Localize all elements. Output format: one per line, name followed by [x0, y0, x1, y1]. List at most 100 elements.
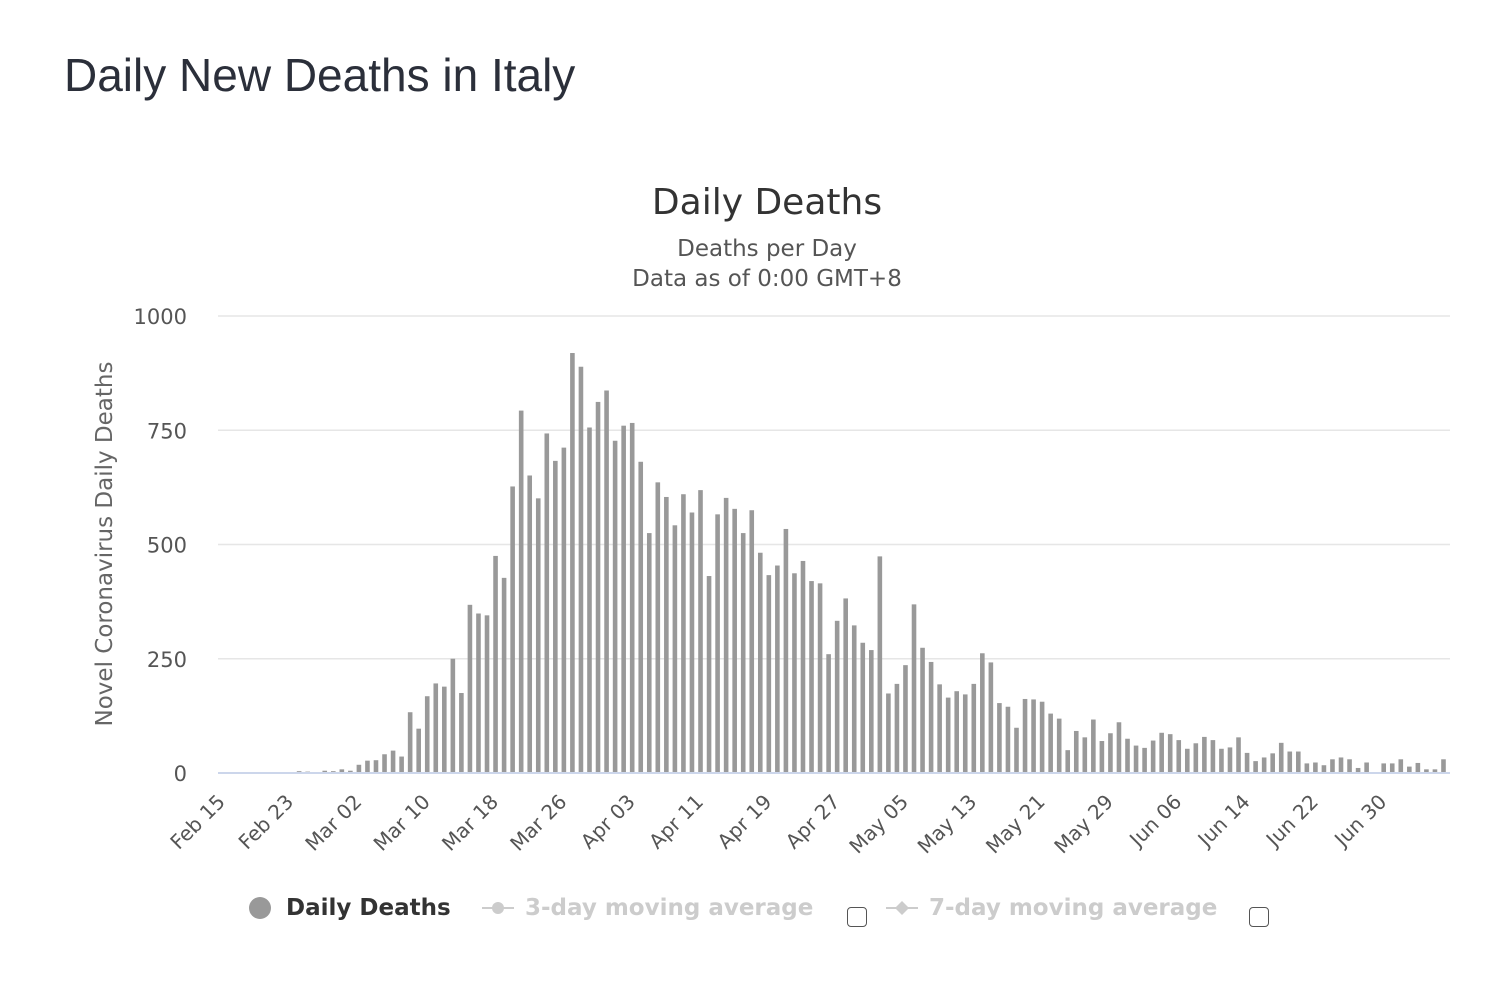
bar [962, 694, 968, 773]
bar [416, 728, 421, 773]
legend-item-7-day-average[interactable]: 7-day moving average [886, 895, 1217, 921]
bar [945, 697, 951, 773]
bar [1082, 737, 1088, 773]
bar [484, 615, 490, 773]
bar [612, 440, 618, 773]
bar [1244, 752, 1250, 773]
bar [561, 447, 567, 773]
grid-lines [218, 315, 1450, 660]
bar [356, 764, 362, 773]
bar [1099, 741, 1105, 773]
bar [1441, 759, 1446, 773]
bar [971, 683, 977, 773]
bar [646, 533, 652, 773]
bar [339, 769, 345, 773]
x-tick-label: Feb 15 [165, 790, 230, 855]
bar [433, 683, 439, 773]
x-tick-label: Apr 19 [712, 790, 776, 854]
x-tick-label: Jun 14 [1192, 790, 1255, 853]
bar [655, 482, 661, 773]
bar [1321, 765, 1327, 773]
bar [459, 693, 464, 773]
bar [723, 497, 729, 773]
bar [322, 770, 328, 773]
bar [527, 475, 533, 773]
legend-label-3-day-average: 3-day moving average [525, 895, 814, 921]
bar [1202, 736, 1207, 773]
x-axis-ticks: Feb 15 Feb 23 Mar 02 Mar 10 Mar 18 Mar 26 Apr … [165, 790, 1391, 859]
bar [826, 654, 831, 773]
legend-checkbox-7-day[interactable] [1249, 907, 1269, 927]
bar [851, 625, 857, 773]
y-tick-label: 500 [147, 534, 187, 558]
bar [442, 686, 447, 773]
x-tick-label: Jun 06 [1123, 790, 1186, 853]
bar [843, 598, 848, 773]
bar [518, 410, 524, 773]
chart-title: Daily Deaths [652, 182, 882, 223]
bar [757, 552, 763, 773]
x-tick-label: Mar 26 [505, 790, 571, 856]
bar [450, 658, 456, 773]
bar [1142, 747, 1147, 773]
bars [218, 353, 1450, 774]
bar [1304, 763, 1310, 773]
bar [1364, 762, 1369, 773]
bar [510, 486, 515, 773]
bar [578, 366, 584, 773]
bar [1261, 757, 1267, 773]
bar [1355, 767, 1361, 773]
bar [783, 528, 789, 773]
bar [1415, 762, 1421, 773]
bar [1176, 740, 1182, 773]
bar [595, 401, 601, 773]
x-tick-label: Mar 02 [300, 790, 366, 856]
bar [390, 750, 396, 773]
x-tick-label: Feb 23 [234, 790, 299, 855]
y-axis-title: Novel Coronavirus Daily Deaths [92, 362, 118, 727]
legend-item-daily-deaths[interactable]: Daily Deaths [248, 895, 451, 921]
bar [664, 496, 669, 773]
bar [1073, 730, 1079, 773]
bar [997, 703, 1002, 773]
legend-checkbox-3-day[interactable] [847, 907, 867, 927]
bar [1389, 763, 1395, 773]
bar [1065, 750, 1071, 773]
bar [604, 390, 609, 773]
bar [1347, 759, 1352, 773]
bar [544, 433, 550, 773]
legend-item-3-day-average[interactable]: 3-day moving average [482, 895, 813, 921]
legend-label-7-day-average: 7-day moving average [929, 895, 1218, 921]
x-tick-label: Apr 03 [576, 790, 640, 854]
bar [886, 693, 891, 773]
bar [1039, 701, 1045, 773]
line-circle-icon [482, 902, 514, 914]
bar [1381, 763, 1387, 773]
bar [399, 756, 404, 773]
bar [365, 760, 370, 773]
bar [1432, 769, 1438, 773]
bar [1125, 738, 1130, 773]
x-tick-label: Mar 10 [369, 790, 435, 856]
bar [1236, 737, 1241, 773]
bar [1159, 732, 1164, 773]
bar [937, 684, 942, 773]
x-tick-label: Mar 18 [437, 790, 503, 856]
x-tick-label: Apr 11 [644, 790, 708, 854]
bar [493, 555, 498, 773]
page-title: Daily New Deaths in Italy [64, 49, 576, 101]
bar [834, 620, 840, 773]
x-tick-label: May 29 [1049, 790, 1118, 859]
y-tick-label: 1000 [134, 305, 187, 329]
bar [587, 427, 592, 773]
bar [1287, 751, 1293, 773]
bar [638, 461, 644, 773]
y-tick-label: 750 [147, 419, 187, 443]
chart-subtitle-line1: Deaths per Day [677, 236, 857, 262]
bar [1005, 706, 1011, 773]
bar [980, 653, 985, 773]
x-tick-label: May 21 [981, 790, 1050, 859]
bar [535, 498, 541, 773]
bar [424, 696, 430, 773]
